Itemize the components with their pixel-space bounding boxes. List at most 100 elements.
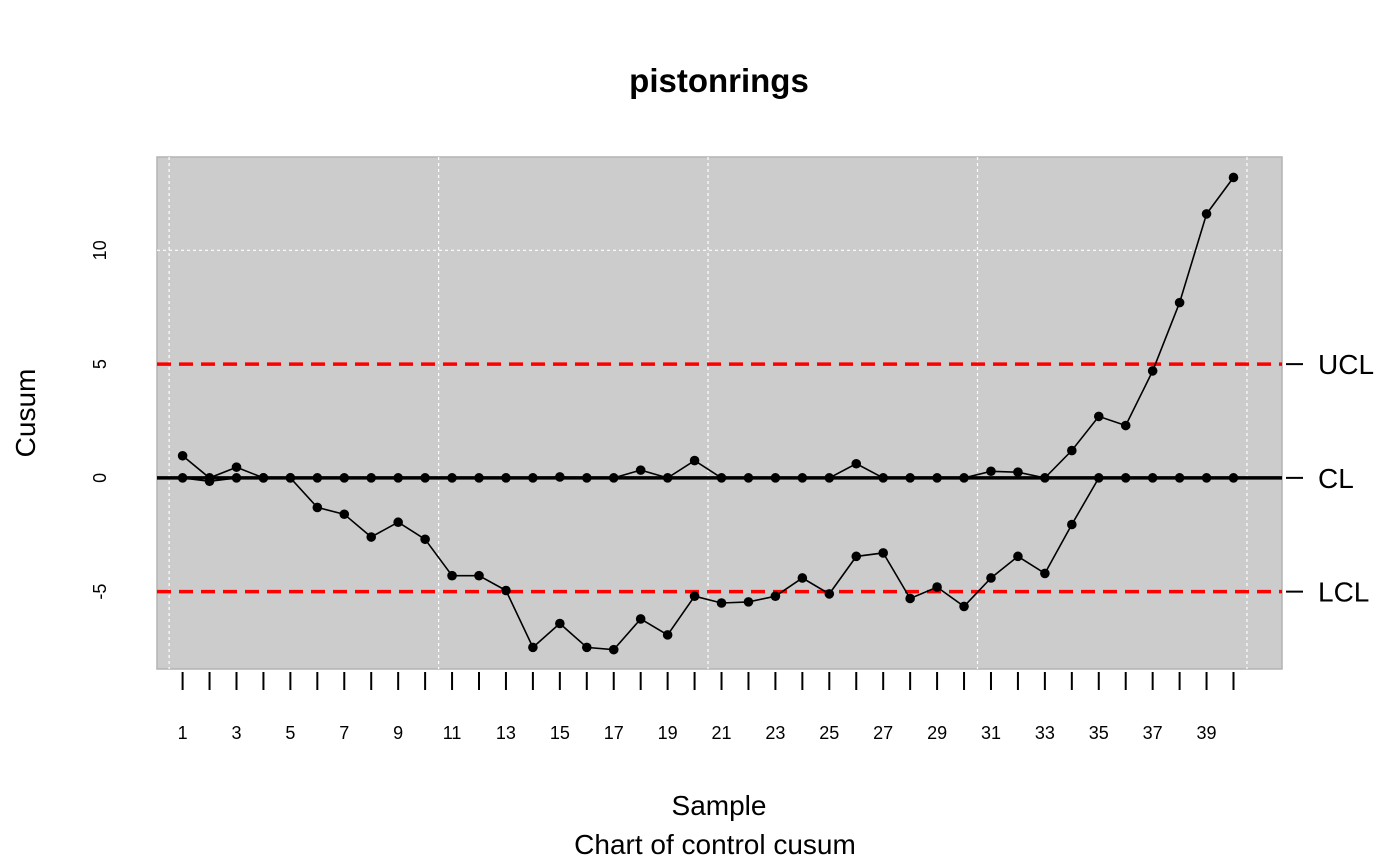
limit-label-cl: CL [1318, 463, 1354, 494]
data-point-upper-cusum [986, 466, 996, 477]
data-point-lower-cusum [851, 551, 862, 562]
data-point-lower-cusum [959, 601, 969, 612]
x-tick-label: 21 [712, 723, 732, 743]
x-axis-label: Sample [672, 790, 767, 821]
x-tick-label: 1 [178, 723, 188, 743]
x-axis: 1 3 5 7 9 11 13 15 17 19 21 23 25 27 29 31 33 35 37 39 [178, 672, 1235, 743]
data-point-upper-cusum [878, 473, 888, 483]
y-tick-label: 5 [90, 359, 110, 369]
x-tick-label: 31 [981, 723, 1001, 743]
x-tick-label: 19 [658, 723, 678, 743]
x-tick-label: 3 [231, 723, 241, 743]
x-tick-label: 23 [765, 723, 785, 743]
data-point-upper-cusum [797, 473, 808, 483]
data-point-upper-cusum [932, 473, 942, 483]
data-point-lower-cusum [1120, 473, 1131, 483]
y-tick-label: 10 [90, 240, 110, 260]
data-point-upper-cusum [393, 473, 403, 483]
data-point-upper-cusum [1174, 297, 1185, 308]
chart-subtitle: Chart of control cusum [574, 829, 856, 860]
data-point-upper-cusum [689, 455, 700, 466]
series-line-upper-cusum [182, 177, 1235, 479]
grid-lines [157, 157, 1282, 669]
data-point-lower-cusum [231, 473, 242, 483]
data-point-upper-cusum [231, 462, 242, 472]
data-point-upper-cusum [1147, 366, 1158, 376]
data-point-lower-cusum [635, 614, 646, 624]
data-point-upper-cusum [501, 473, 511, 483]
x-tick-label: 33 [1035, 723, 1055, 743]
x-tick-label: 37 [1143, 723, 1163, 743]
data-point-upper-cusum [716, 473, 727, 483]
data-point-lower-cusum [258, 473, 269, 483]
data-point-lower-cusum [474, 570, 484, 581]
data-point-lower-cusum [393, 517, 403, 528]
data-point-lower-cusum [608, 644, 619, 655]
data-point-upper-cusum [662, 473, 673, 483]
data-point-lower-cusum [878, 548, 888, 558]
data-point-upper-cusum [1040, 473, 1050, 483]
data-point-upper-cusum [743, 473, 754, 483]
x-tick-label: 29 [927, 723, 947, 743]
data-point-lower-cusum [285, 473, 296, 483]
data-point-upper-cusum [1228, 172, 1239, 183]
x-tick-label: 17 [604, 723, 624, 743]
x-tick-label: 35 [1089, 723, 1109, 743]
data-point-upper-cusum [177, 450, 188, 461]
data-point-lower-cusum [1067, 519, 1077, 530]
data-point-lower-cusum [581, 642, 592, 653]
data-point-lower-cusum [447, 570, 457, 581]
data-point-lower-cusum [986, 573, 996, 583]
data-point-upper-cusum [581, 473, 592, 483]
y-tick-label: 0 [90, 473, 110, 483]
data-point-lower-cusum [662, 630, 673, 640]
data-point-upper-cusum [635, 465, 646, 475]
data-point-upper-cusum [420, 473, 430, 483]
data-point-lower-cusum [905, 593, 915, 604]
y-tick-label: -5 [90, 584, 110, 600]
data-point-upper-cusum [339, 473, 350, 483]
data-point-lower-cusum [1228, 473, 1239, 483]
data-point-upper-cusum [366, 473, 377, 483]
x-tick-label: 39 [1197, 723, 1217, 743]
data-point-upper-cusum [1093, 411, 1104, 422]
data-point-lower-cusum [716, 598, 727, 608]
data-point-lower-cusum [339, 509, 350, 520]
series-points [177, 172, 1239, 655]
data-point-upper-cusum [474, 473, 484, 483]
data-point-lower-cusum [743, 597, 754, 607]
data-point-lower-cusum [770, 591, 781, 601]
x-tick-label: 9 [393, 723, 403, 743]
data-point-lower-cusum [1040, 568, 1050, 579]
data-point-lower-cusum [1013, 551, 1023, 562]
data-point-lower-cusum [797, 573, 808, 583]
data-point-upper-cusum [608, 473, 619, 483]
chart-title: pistonrings [629, 62, 809, 99]
x-tick-label: 11 [443, 723, 462, 743]
data-point-lower-cusum [501, 585, 511, 596]
y-axis: -5 0 5 10 [90, 240, 110, 599]
x-tick-label: 15 [550, 723, 570, 743]
limit-labels: UCL CL LCL [1286, 349, 1374, 608]
data-point-upper-cusum [1067, 445, 1077, 456]
data-point-upper-cusum [1120, 420, 1131, 431]
data-point-lower-cusum [420, 534, 430, 545]
data-point-lower-cusum [204, 476, 215, 487]
data-point-upper-cusum [528, 473, 538, 483]
data-point-upper-cusum [447, 473, 457, 483]
data-point-lower-cusum [1093, 473, 1104, 483]
series-line-lower-cusum [182, 477, 1234, 651]
data-point-lower-cusum [1147, 473, 1158, 483]
y-axis-label: Cusum [10, 369, 41, 458]
data-point-lower-cusum [528, 642, 538, 653]
data-point-upper-cusum [1013, 467, 1023, 477]
x-tick-label: 7 [339, 723, 349, 743]
x-tick-label: 13 [496, 723, 516, 743]
data-point-upper-cusum [959, 473, 969, 483]
data-point-upper-cusum [905, 473, 915, 483]
data-point-lower-cusum [312, 502, 323, 513]
data-point-lower-cusum [1201, 473, 1212, 483]
data-point-lower-cusum [555, 618, 565, 629]
plot-background [156, 156, 1283, 670]
limit-label-ucl: UCL [1318, 349, 1374, 380]
